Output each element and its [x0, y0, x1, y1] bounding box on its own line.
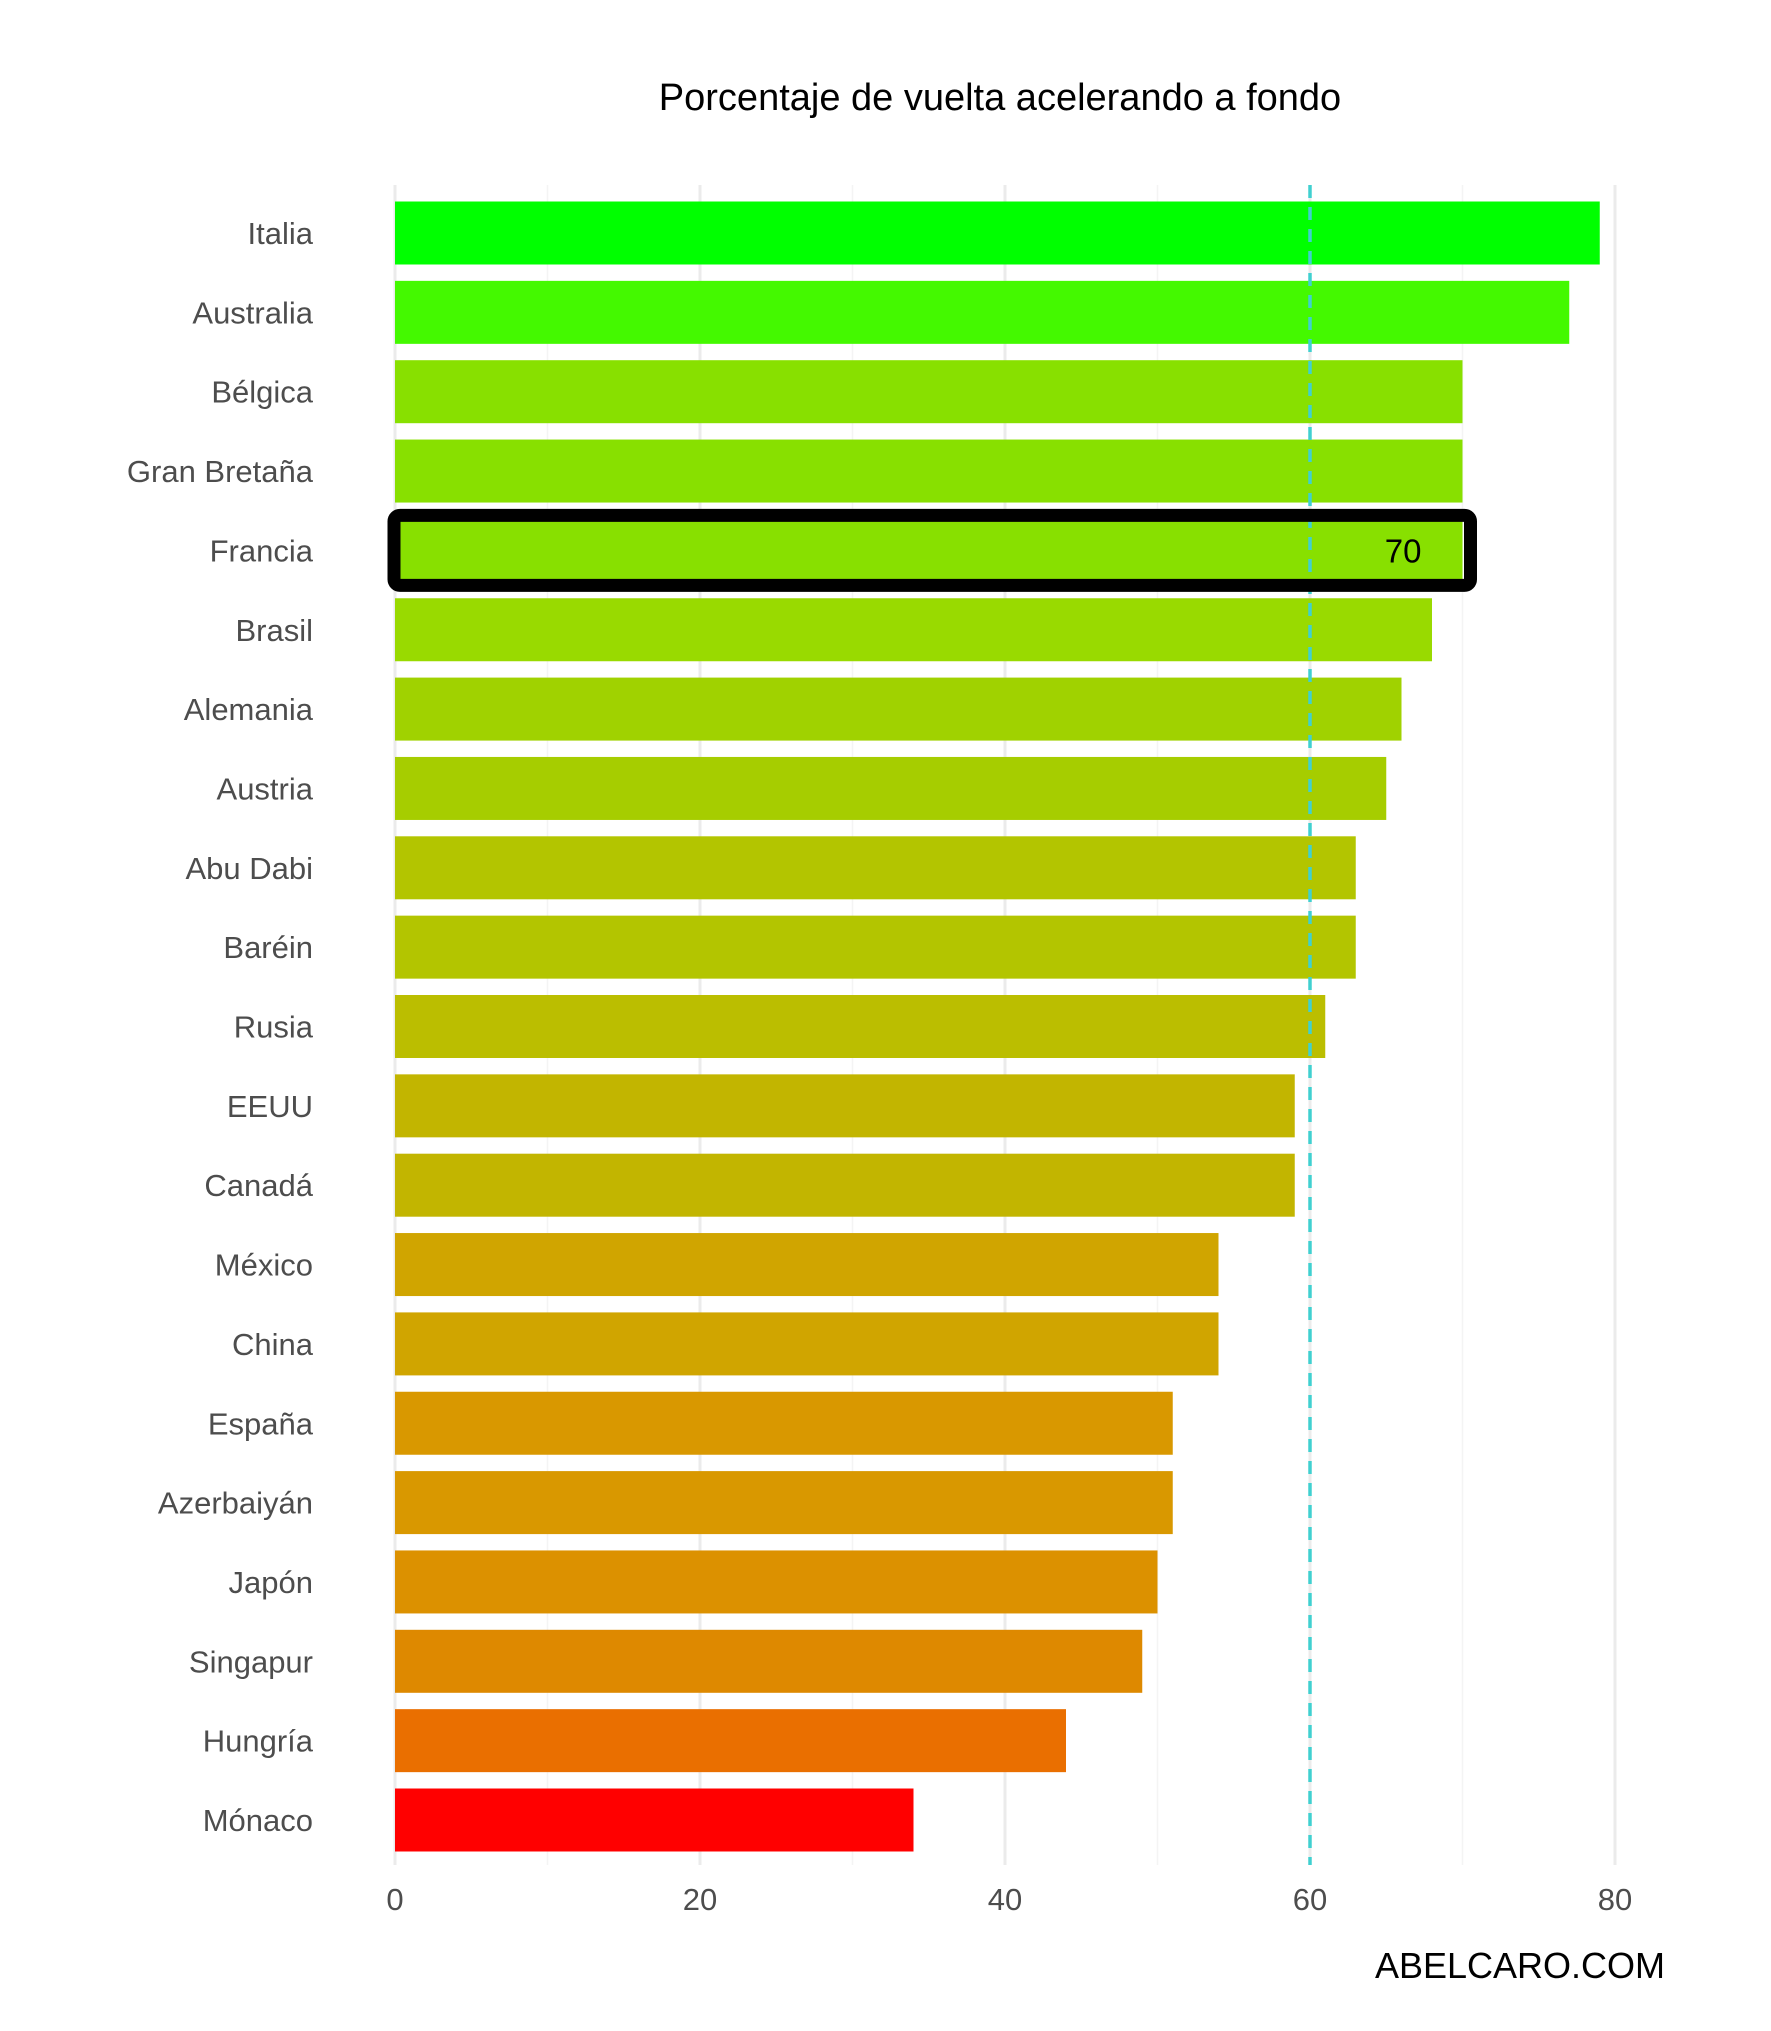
highlight-box [387, 508, 1477, 592]
x-axis-ticks: 0 20 40 60 80 [386, 1882, 1632, 1917]
x-tick-label: 80 [1598, 1882, 1632, 1917]
category-label: Japón [229, 1565, 313, 1600]
category-label: Australia [192, 295, 313, 330]
bar [395, 677, 1402, 741]
bar [395, 1312, 1219, 1376]
x-tick-label: 40 [988, 1882, 1022, 1917]
bar [395, 1471, 1173, 1535]
category-label: China [232, 1327, 314, 1362]
bar [395, 995, 1326, 1058]
bars-layer [395, 201, 1600, 1852]
bar [395, 360, 1463, 424]
bar [395, 1074, 1295, 1138]
category-label: Brasil [235, 613, 313, 648]
category-label: Bélgica [211, 375, 313, 410]
bar [395, 518, 1463, 582]
bar [395, 1153, 1295, 1217]
category-label: Italia [248, 216, 314, 251]
highlight-layer: 70 [387, 508, 1477, 592]
category-label: México [215, 1248, 313, 1283]
category-label: Azerbaiyán [158, 1486, 313, 1521]
category-label: Abu Dabi [185, 851, 313, 886]
bar [395, 1233, 1219, 1297]
bar [395, 598, 1432, 662]
category-labels: Italia Australia Bélgica Gran Bretaña Franci… [127, 216, 314, 1838]
category-label: España [208, 1406, 314, 1441]
bar [395, 1629, 1143, 1693]
highlight-value-label: 70 [1385, 532, 1422, 569]
category-label: Singapur [189, 1644, 313, 1679]
bar [395, 836, 1356, 900]
category-label: Baréin [223, 930, 313, 965]
bar [395, 1788, 914, 1852]
bar [395, 1391, 1173, 1455]
category-label: Hungría [203, 1724, 314, 1759]
bar [395, 1550, 1158, 1614]
category-label: Rusia [234, 1010, 314, 1045]
category-label: Gran Bretaña [127, 454, 314, 489]
bar [395, 280, 1570, 344]
x-tick-label: 0 [386, 1882, 403, 1917]
category-label: EEUU [227, 1089, 313, 1124]
chart-title: Porcentaje de vuelta acelerando a fondo [659, 77, 1341, 119]
watermark: ABELCARO.COM [1375, 1945, 1665, 1986]
category-label: Canadá [204, 1168, 313, 1203]
category-label: Francia [210, 533, 314, 568]
category-label: Mónaco [203, 1803, 313, 1838]
bar [395, 756, 1387, 820]
bar [395, 439, 1463, 503]
bar [395, 915, 1356, 979]
x-tick-label: 60 [1293, 1882, 1327, 1917]
bar [395, 201, 1600, 265]
bar [395, 1709, 1066, 1773]
category-label: Austria [217, 771, 314, 806]
x-tick-label: 20 [683, 1882, 717, 1917]
category-label: Alemania [184, 692, 314, 727]
